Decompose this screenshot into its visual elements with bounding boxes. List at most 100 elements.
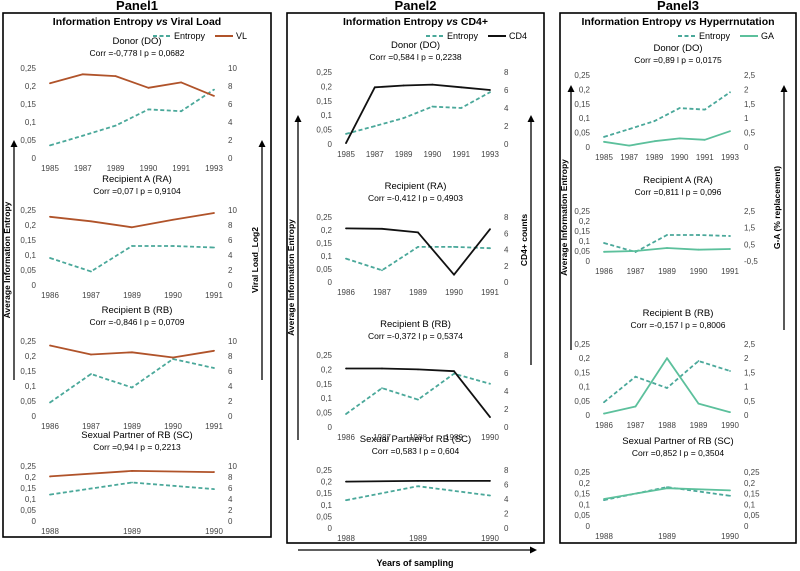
y-right-tick-label: 2 [228, 397, 233, 406]
x-tick-label: 1993 [205, 164, 223, 173]
x-tick-label: 1990 [721, 421, 739, 430]
data-point-vl [213, 212, 215, 214]
y-right-tick-label: 8 [504, 68, 509, 77]
panel-title: Information Entropy vs Hyperrnutation [581, 16, 774, 28]
y-left-tick-label: 0,2 [25, 473, 37, 482]
series-line-vl [49, 73, 215, 97]
y-right-tick-label: 2 [228, 136, 233, 145]
data-point-entropy [729, 91, 731, 94]
x-tick-label: 1986 [337, 288, 355, 297]
panel3-y-right-axis: G-A (% replacement) [772, 85, 788, 330]
data-point-entropy [90, 270, 92, 273]
y-left-tick-label: 0,15 [316, 489, 332, 498]
subplot-name: Donor (DO) [653, 43, 702, 54]
x-tick-label: 1986 [595, 267, 613, 276]
series-line-cd4 [345, 83, 491, 144]
data-point-entropy [653, 120, 656, 122]
y-left-tick-label: 0,1 [321, 252, 333, 261]
data-point-vl [49, 215, 51, 218]
data-point-vl [213, 349, 215, 352]
y-left-tick-label: 0,15 [574, 100, 590, 109]
y-left-tick-label: 0 [328, 278, 333, 287]
y-left-tick-label: 0,05 [20, 136, 36, 145]
x-tick-label: 1990 [140, 164, 158, 173]
y-right-tick-label: 0 [504, 423, 509, 432]
x-tick-label: 1988 [658, 421, 676, 430]
data-point-entropy [729, 235, 731, 237]
y-left-tick-label: 0 [328, 423, 333, 432]
y-right-tick-label: 2,5 [744, 71, 756, 80]
data-point-entropy [381, 269, 383, 272]
series-line-entropy [49, 245, 215, 273]
data-point-vl [172, 218, 174, 221]
y-right-tick-label: 0,5 [744, 240, 756, 249]
x-tick-label: 1989 [395, 150, 413, 159]
data-point-entropy [603, 136, 605, 138]
title-part: Information Entropy [343, 16, 446, 28]
data-point-vl [49, 344, 51, 347]
data-point-vl [131, 226, 133, 229]
axis-label: Years of sampling [376, 558, 453, 568]
y-left-tick-label: 0,1 [579, 237, 591, 246]
title-part: vs [156, 16, 168, 28]
y-right-tick-label: 2 [228, 266, 233, 275]
x-tick-label: 1989 [123, 527, 141, 536]
series-line-vl [49, 212, 215, 229]
data-point-entropy [172, 358, 174, 360]
series-line-entropy [345, 91, 491, 135]
data-point-entropy [697, 360, 700, 362]
data-point-entropy [213, 88, 215, 91]
data-point-ga [634, 405, 637, 408]
data-point-ga [603, 498, 605, 500]
title-part: vs [446, 16, 458, 28]
data-point-entropy [345, 133, 347, 135]
subplot-3: Recipient B (RB)Corr =-0,157 l p = 0,800… [574, 308, 755, 430]
x-tick-label: 1989 [690, 421, 708, 430]
y-left-tick-label: 0,2 [321, 478, 333, 487]
axis-label: Viral Load_Log2 [250, 227, 260, 293]
axis-arrow-head [530, 546, 537, 554]
data-point-ga [729, 248, 731, 250]
title-part: Hyperrnutation [696, 16, 774, 28]
y-left-tick-label: 0,25 [316, 466, 332, 475]
data-point-cd4 [417, 231, 419, 234]
data-point-ga [603, 412, 605, 415]
subplot-name: Sexual Partner of RB (SC) [360, 434, 471, 445]
subplot-name: Sexual Partner of RB (SC) [81, 430, 192, 441]
x-tick-label: 1989 [445, 433, 463, 442]
y-right-tick-label: 2 [744, 354, 749, 363]
y-left-tick-label: 0,05 [20, 506, 36, 515]
series-line-entropy [603, 360, 731, 403]
x-tick-label: 1987 [627, 421, 645, 430]
y-right-tick-label: 0 [504, 140, 509, 149]
subplot-stats: Corr =0,811 l p = 0,096 [635, 187, 722, 197]
y-right-tick-label: 8 [228, 82, 233, 91]
data-point-vl [131, 351, 133, 354]
panel1-y-right-axis: Viral Load_Log2 [250, 140, 266, 380]
data-point-entropy [703, 108, 706, 111]
y-left-tick-label: 0,2 [321, 365, 333, 374]
x-tick-label: 1991 [452, 150, 470, 159]
y-left-tick-label: 0,25 [574, 207, 590, 216]
data-point-cd4 [453, 370, 455, 373]
data-point-entropy [345, 257, 347, 260]
y-left-tick-label: 0,15 [316, 380, 332, 389]
data-point-entropy [131, 481, 133, 484]
data-point-entropy [90, 373, 92, 375]
y-right-tick-label: 2 [504, 262, 509, 271]
subplot-stats: Corr =-0,372 l p = 0,5374 [368, 331, 463, 341]
x-tick-label: 1991 [481, 288, 499, 297]
subplot-3: Recipient B (RB)Corr =-0,372 l p = 0,537… [316, 319, 509, 442]
x-tick-label: 1989 [658, 532, 676, 541]
legend-label-entropy: Entropy [447, 31, 479, 41]
y-left-tick-label: 0,1 [321, 394, 333, 403]
data-point-entropy [180, 110, 183, 113]
axis-label: Average Information Entropy [286, 219, 296, 336]
data-point-entropy [489, 91, 491, 94]
subplot-4: Sexual Partner of RB (SC)Corr =0,94 l p … [20, 430, 237, 536]
y-right-tick-label: 8 [228, 352, 233, 361]
data-point-entropy [697, 234, 700, 236]
panel-frame [2, 12, 272, 538]
subplot-stats: Corr =-0,412 l p = 0,4903 [368, 193, 463, 203]
x-tick-label: 1987 [366, 150, 384, 159]
